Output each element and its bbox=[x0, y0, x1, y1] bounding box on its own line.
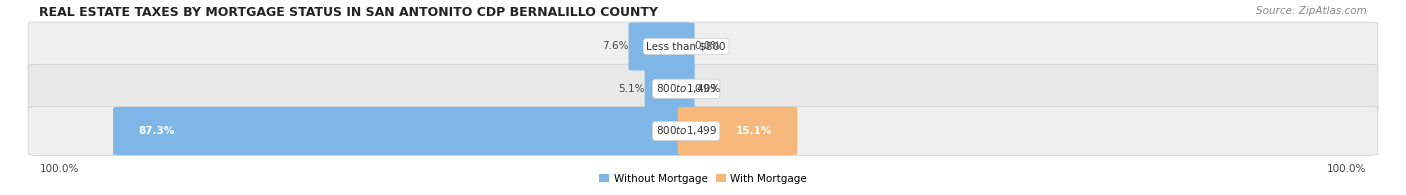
FancyBboxPatch shape bbox=[112, 107, 695, 155]
Text: 0.0%: 0.0% bbox=[695, 42, 721, 51]
FancyBboxPatch shape bbox=[28, 64, 1378, 113]
Text: 5.1%: 5.1% bbox=[619, 84, 645, 94]
Text: 0.0%: 0.0% bbox=[695, 84, 721, 94]
Text: $800 to $1,499: $800 to $1,499 bbox=[655, 124, 717, 137]
Text: 100.0%: 100.0% bbox=[39, 164, 79, 174]
Text: REAL ESTATE TAXES BY MORTGAGE STATUS IN SAN ANTONITO CDP BERNALILLO COUNTY: REAL ESTATE TAXES BY MORTGAGE STATUS IN … bbox=[39, 6, 658, 19]
Text: 15.1%: 15.1% bbox=[735, 126, 772, 136]
Text: 87.3%: 87.3% bbox=[138, 126, 174, 136]
FancyBboxPatch shape bbox=[628, 22, 695, 71]
Text: 100.0%: 100.0% bbox=[1327, 164, 1367, 174]
Text: $800 to $1,499: $800 to $1,499 bbox=[655, 82, 717, 95]
Text: Less than $800: Less than $800 bbox=[647, 42, 725, 51]
FancyBboxPatch shape bbox=[28, 106, 1378, 155]
Text: 7.6%: 7.6% bbox=[602, 42, 628, 51]
FancyBboxPatch shape bbox=[645, 65, 695, 113]
FancyBboxPatch shape bbox=[28, 22, 1378, 71]
FancyBboxPatch shape bbox=[678, 107, 797, 155]
Text: Source: ZipAtlas.com: Source: ZipAtlas.com bbox=[1256, 6, 1367, 16]
Legend: Without Mortgage, With Mortgage: Without Mortgage, With Mortgage bbox=[595, 169, 811, 188]
